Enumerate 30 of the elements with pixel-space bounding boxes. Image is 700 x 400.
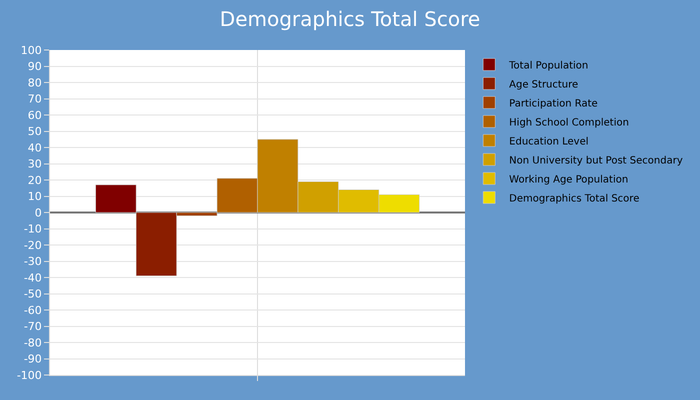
- y-tick-label: 90: [28, 60, 42, 74]
- y-tick-label: 30: [28, 158, 42, 171]
- legend-label: Demographics Total Score: [509, 193, 640, 204]
- legend-label: Participation Rate: [509, 98, 598, 110]
- y-tick-label: -70: [24, 320, 42, 334]
- legend-label: High School Completion: [509, 117, 629, 128]
- y-tick-label: 40: [28, 141, 42, 154]
- y-tick-label: 0: [34, 206, 42, 220]
- y-tick-label: -80: [24, 336, 42, 350]
- y-tick-label: -30: [24, 255, 42, 268]
- y-tick-label: -10: [24, 222, 42, 236]
- y-tick-label: 70: [28, 92, 42, 106]
- y-tick-label: 80: [28, 76, 42, 90]
- y-tick-label: 50: [28, 125, 42, 138]
- y-tick-label: -100: [16, 368, 42, 382]
- legend-label: Non University but Post Secondary: [509, 155, 683, 166]
- legend-label: Working Age Population: [509, 174, 628, 186]
- y-tick-label: -90: [24, 352, 42, 366]
- y-tick-label: 20: [28, 174, 42, 187]
- y-tick-label: 10: [28, 190, 42, 204]
- legend-label: Education Level: [509, 136, 589, 148]
- legend-label: Total Population: [508, 60, 588, 72]
- y-tick-label: -60: [24, 304, 42, 317]
- y-tick-label: -50: [24, 288, 42, 301]
- chart-title: Demographics Total Score: [220, 7, 480, 31]
- y-tick-label: 60: [28, 108, 42, 122]
- y-tick-label: -20: [24, 238, 42, 252]
- legend-label: Age Structure: [509, 79, 578, 90]
- y-tick-label: 100: [20, 44, 42, 57]
- y-tick-label: -40: [24, 271, 42, 284]
